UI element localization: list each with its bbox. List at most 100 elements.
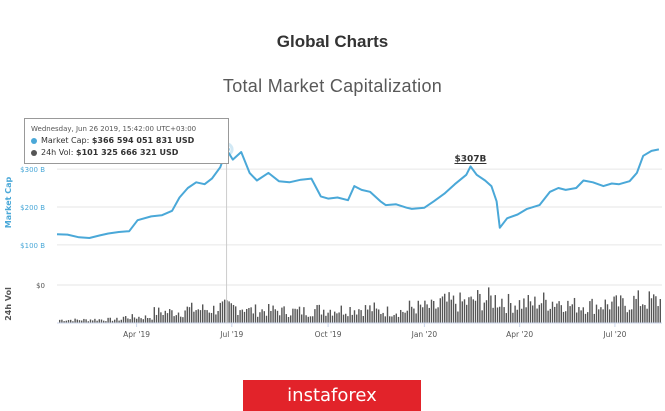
volume-bar [466,304,468,323]
volume-bar [74,318,76,323]
volume-bar [345,313,347,323]
volume-bar [529,301,532,323]
volume-bar [576,312,578,323]
volume-bar [175,315,177,323]
volume-bar [153,307,155,323]
x-tick-label: Apr '19 [123,330,150,339]
volume-bar [441,296,444,323]
volume-bar [598,309,600,323]
volume-bar [646,308,648,323]
volume-bar [644,305,646,323]
volume-bar [435,308,437,323]
tooltip-date: Wednesday, Jun 26 2019, 15:42:00 UTC+03:… [31,125,197,133]
tooltip-series-value: $366 594 051 831 USD [91,136,195,145]
volume-bar [628,309,631,323]
vol-axis-label: 24h Vol [4,287,13,321]
volume-bar [470,296,472,323]
volume-bar [318,304,320,323]
volume-bar [358,309,360,323]
volume-bar [547,310,549,323]
volume-bar [252,313,254,323]
volume-bar [382,312,384,323]
volume-bar [94,318,96,323]
volume-bar [228,301,230,323]
volume-bar [301,314,303,323]
series-dot-icon [31,137,37,144]
volume-bar [151,319,153,323]
volume-bar [281,307,283,323]
volume-bar [448,292,450,323]
volume-bar [320,314,323,323]
volume-bar [65,320,67,323]
volume-bar [206,310,208,323]
volume-bar [219,302,221,323]
volume-bar [556,303,558,323]
volume-bar [527,295,529,323]
volume-bar [241,309,243,323]
volume-bar [446,301,448,323]
volume-bar [140,318,142,323]
volume-bar [237,315,239,323]
tooltip-series-value: $101 325 666 321 USD [76,148,179,157]
volume-bar [138,316,140,323]
volume-bar [182,317,184,323]
volume-bar [246,308,248,323]
volume-bar [83,318,85,323]
volume-bar [602,309,604,323]
volume-bar [144,315,147,323]
volume-bar [485,300,488,323]
volume-bar [404,312,406,323]
volume-bar [639,306,642,323]
volume-bar [428,307,430,323]
volume-bar [584,313,587,323]
volume-bar [362,316,364,323]
volume-bar [149,318,151,323]
volume-bar [488,287,490,323]
volume-bar [534,296,536,323]
volume-bar [59,319,61,323]
volume-bar [560,305,562,323]
volume-bar [490,295,492,323]
volume-bar [571,304,573,323]
volume-bar [87,321,89,323]
series-dot-icon [31,149,37,156]
volume-bar [419,304,422,323]
volume-bar [360,310,362,323]
chart-title: Total Market Capitalization [222,76,443,96]
volume-bar [353,310,356,323]
volume-bar [591,298,593,323]
volume-bar [331,315,334,323]
volume-bar [367,309,369,323]
volume-bar [609,309,611,323]
volume-bar [61,319,63,323]
volume-bar [349,307,351,323]
volume-bar [303,307,305,323]
volume-bar [116,317,118,323]
volume-bar [221,301,224,323]
volume-bar [208,312,210,323]
volume-bar [254,304,257,323]
volume-bar [455,303,457,323]
y-tick-label: $100 B [20,242,45,250]
volume-bar [472,299,474,323]
x-tick-label: Jul '20 [602,330,626,339]
volume-bar [521,308,523,323]
volume-bar [369,305,371,323]
volume-bar [578,307,580,323]
volume-bar [620,295,622,323]
volume-bar [554,306,556,323]
volume-bar [642,304,644,323]
volume-bar [340,305,342,323]
volume-bar [285,314,287,323]
volume-bar [114,319,116,323]
volume-bar [386,306,389,323]
volume-bar [439,298,441,323]
volume-bar [565,311,567,323]
volume-bar [413,308,415,323]
volume-bar [444,293,446,323]
page-title: Global Charts [276,32,389,51]
volume-bar [85,319,87,323]
volume-bar [338,312,340,323]
volume-bar [411,306,413,323]
